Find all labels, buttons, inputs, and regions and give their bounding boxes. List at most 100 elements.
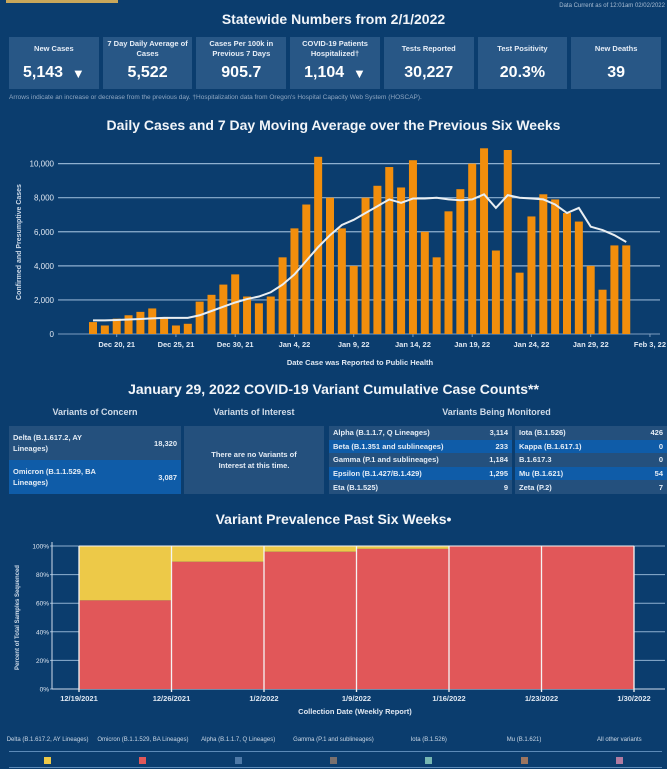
daily-cases-bar <box>219 284 228 334</box>
x-axis-label: Collection Date (Weekly Report) <box>298 707 412 716</box>
daily-cases-bar <box>314 156 323 334</box>
variant-share-segment <box>264 551 357 689</box>
variant-share-segment <box>356 548 449 689</box>
legend-label: Delta (B.1.617.2, AY Lineages) <box>6 737 89 743</box>
stat-label: COVID-19 Patients Hospitalized† <box>302 39 368 58</box>
legend-item: Alpha (B.1.1.7, Q Lineages) <box>191 729 286 769</box>
stat-tile: COVID-19 Patients Hospitalized† 1,104 ▼ <box>290 37 380 89</box>
stat-value: 30,227 <box>404 64 454 81</box>
legend-swatch <box>234 757 242 764</box>
variant-count: 7 <box>658 482 663 492</box>
legend-label: Iota (B.1.526) <box>410 737 447 743</box>
variants-monitored-heading: Variants Being Monitored <box>442 407 551 417</box>
stat-value: 39 <box>607 64 626 81</box>
daily-cases-bar <box>278 257 287 334</box>
daily-cases-bar <box>527 216 536 334</box>
daily-cases-bar <box>385 167 394 334</box>
x-tick-label: Dec 20, 21 <box>98 340 135 349</box>
daily-cases-bar <box>491 250 500 334</box>
legend-item: All other variants <box>572 729 667 769</box>
stat-value: 5,522 <box>127 64 168 81</box>
daily-cases-bar <box>243 296 252 334</box>
daily-cases-bar <box>112 318 121 334</box>
y-axis-label: Confirmed and Presumptive Cases <box>16 184 23 300</box>
legend-item: Gamma (P.1 and sublineages) <box>286 729 381 769</box>
stat-label: Tests Reported <box>401 44 456 53</box>
prevalence-chart: 0% 20% 40% 60% 80% 100% Percent of Total Sampl… <box>15 542 665 716</box>
stats-row: New Cases 5,143 ▼ 7 Day Daily Average of … <box>9 37 662 89</box>
daily-cases-bar <box>266 296 275 334</box>
x-tick-label: 12/19/2021 <box>60 694 98 703</box>
daily-cases-bar <box>89 322 97 334</box>
y-axis-label: Percent of Total Samples Sequenced <box>15 565 21 670</box>
daily-cases-bar <box>397 187 406 334</box>
daily-cases-bar <box>574 221 583 334</box>
monitored-table-right: Iota (B.1.526) 426 Kappa (B.1.617.1) 0 B.1… <box>515 426 667 494</box>
legend-label: Gamma (P.1 and sublineages) <box>293 737 374 743</box>
legend-label: Alpha (B.1.1.7, Q Lineages) <box>201 737 276 743</box>
y-tick-label: 8,000 <box>34 194 55 203</box>
table-row: Kappa (B.1.617.1) 0 <box>515 439 667 454</box>
x-tick-label: Jan 14, 22 <box>395 340 431 349</box>
variant-share-segment <box>264 546 357 552</box>
stat-label: New Deaths <box>594 44 638 53</box>
x-tick-label: Jan 24, 22 <box>514 340 550 349</box>
daily-cases-bar <box>586 265 595 334</box>
x-tick-label: Dec 25, 21 <box>158 340 195 349</box>
decrease-arrow-icon: ▼ <box>353 66 366 81</box>
legend-item: Delta (B.1.617.2, AY Lineages) <box>0 729 95 769</box>
variants-of-concern-table: Delta (B.1.617.2, AY Lineages) 18,320 Om… <box>9 426 181 494</box>
x-tick-label: Jan 9, 22 <box>338 340 370 349</box>
daily-cases-bar <box>420 231 429 334</box>
variant-name: Omicron (B.1.1.529, BA Lineages) <box>13 467 96 487</box>
table-row: B.1.617.3 0 <box>515 453 667 467</box>
no-variants-note: There are no Variants of Interest at thi… <box>211 450 297 470</box>
daily-cases-bar <box>349 265 358 334</box>
variant-name: Alpha (B.1.1.7, Q Lineages) <box>333 428 430 438</box>
legend-divider <box>9 767 662 768</box>
stat-tile: Tests Reported 30,227 <box>383 37 474 89</box>
variant-count: 3,114 <box>489 428 508 438</box>
daily-cases-bar <box>290 228 299 334</box>
daily-cases-bar <box>456 189 465 334</box>
variant-share-segment <box>356 546 449 549</box>
y-tick-label: 10,000 <box>30 160 55 169</box>
variant-name: Eta (B.1.525) <box>333 482 379 492</box>
stat-label: 7 Day Daily Average of Cases <box>107 39 188 58</box>
x-tick-label: 1/16/2022 <box>432 694 465 703</box>
table-row: Mu (B.1.621) 54 <box>515 466 667 481</box>
stat-label: Cases Per 100k in Previous 7 Days <box>209 39 274 58</box>
table-row: Beta (B.1.351 and sublineages) 233 <box>329 439 512 454</box>
variant-count: 0 <box>658 441 663 451</box>
daily-cases-bar <box>610 245 619 334</box>
daily-cases-bar <box>302 204 311 334</box>
daily-cases-bar <box>136 311 145 334</box>
moving-average-line <box>93 193 627 322</box>
daily-cases-bar <box>373 185 382 334</box>
daily-cases-bar <box>551 199 560 334</box>
decrease-arrow-icon: ▼ <box>71 66 85 81</box>
x-axis-label: Date Case was Reported to Public Health <box>287 358 434 367</box>
variants-of-concern-heading: Variants of Concern <box>52 407 138 417</box>
y-tick-label: 0 <box>50 330 55 339</box>
daily-cases-bar <box>160 316 169 334</box>
legend-swatch <box>615 757 623 764</box>
legend-swatch <box>425 757 433 764</box>
daily-cases-bar <box>361 197 370 334</box>
stats-footnote: Arrows indicate an increase or decrease … <box>9 94 422 101</box>
daily-cases-bar <box>148 308 157 334</box>
variant-share-segment <box>541 546 634 689</box>
y-tick-label: 20% <box>36 658 49 665</box>
daily-cases-bar <box>207 294 216 334</box>
variants-of-interest-heading: Variants of Interest <box>213 407 295 417</box>
variant-share-segment <box>171 561 264 689</box>
y-tick-label: 100% <box>32 544 49 551</box>
x-tick-label: 1/9/2022 <box>342 694 371 703</box>
stat-label: New Cases <box>34 44 74 53</box>
variant-share-segment <box>79 600 172 689</box>
daily-cases-bar <box>444 211 453 334</box>
x-tick-label: Dec 30, 21 <box>217 340 254 349</box>
y-tick-label: 4,000 <box>34 262 55 271</box>
x-tick-label: 1/30/2022 <box>617 694 650 703</box>
legend-label: All other variants <box>596 737 642 743</box>
